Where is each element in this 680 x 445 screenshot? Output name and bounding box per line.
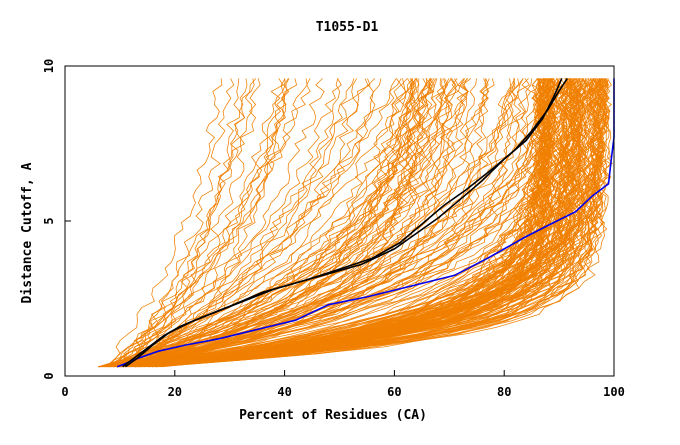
model-curve [134, 78, 432, 368]
model-curve [105, 78, 490, 368]
x-tick-label: 80 [497, 385, 511, 399]
model-curve [100, 78, 420, 368]
model-curve [113, 78, 418, 368]
model-curve [102, 78, 560, 368]
model-curve [132, 78, 371, 368]
model-curve [149, 78, 578, 368]
model-curve [135, 78, 612, 368]
model-curve [108, 78, 435, 368]
model-curve [109, 78, 342, 368]
model-curve [158, 78, 601, 368]
model-curve [97, 78, 602, 368]
model-curve [122, 78, 608, 368]
model-curve [123, 78, 495, 368]
model-curve [139, 78, 477, 368]
model-curve [119, 78, 594, 368]
y-axis-ticks: 0 5 10 [42, 59, 71, 380]
model-curve [134, 78, 432, 368]
model-curve [135, 78, 450, 368]
model-curve [113, 78, 590, 368]
model-curve [104, 78, 551, 368]
model-curve [108, 78, 579, 368]
series-line-2 [124, 77, 568, 368]
y-tick-label: 5 [42, 217, 56, 224]
model-curve [106, 78, 417, 368]
model-curve [121, 78, 290, 367]
model-curve [105, 78, 358, 368]
model-curve [132, 78, 420, 368]
model-curve [119, 78, 432, 368]
model-curve [132, 78, 472, 368]
model-curve [114, 78, 341, 368]
x-tick-label: 0 [61, 385, 68, 399]
model-curve [118, 78, 530, 368]
y-tick-label: 10 [42, 59, 56, 73]
model-curve [98, 78, 376, 368]
model-curve [131, 78, 568, 368]
model-curve [140, 78, 369, 367]
model-curve [107, 78, 565, 368]
model-curve [104, 78, 588, 368]
x-tick-label: 100 [603, 385, 625, 399]
model-curve [119, 78, 286, 367]
model-curve [129, 78, 438, 368]
model-curve [126, 78, 248, 367]
chart-title: T1055-D1 [316, 20, 379, 35]
x-tick-label: 60 [387, 385, 401, 399]
model-curve [139, 78, 557, 368]
model-curve [114, 78, 257, 367]
model-curve [152, 78, 613, 368]
x-tick-label: 20 [168, 385, 182, 399]
model-curve [130, 78, 543, 368]
model-curve [117, 78, 311, 367]
model-curve [137, 78, 512, 368]
model-curve [136, 78, 591, 368]
model-curve [122, 78, 446, 368]
model-curve [106, 78, 223, 367]
model-curve [122, 78, 603, 368]
model-curve [151, 78, 603, 368]
model-curve [118, 78, 557, 368]
model-curve [130, 78, 555, 368]
model-curve [110, 78, 547, 368]
model-curve [129, 78, 382, 368]
model-curve [112, 78, 595, 368]
model-curve [113, 78, 284, 367]
model-curve [119, 78, 241, 368]
model-curve [148, 78, 579, 368]
x-tick-label: 40 [277, 385, 291, 399]
x-axis-ticks: 0 20 40 60 80 100 [61, 370, 625, 399]
y-axis-label: Distance Cutoff, A [20, 162, 35, 303]
model-curve [129, 78, 290, 368]
x-axis-label: Percent of Residues (CA) [239, 408, 427, 423]
highlighted-series [116, 77, 615, 368]
model-curve [155, 78, 607, 368]
model-curve [113, 78, 402, 368]
model-curve [104, 78, 542, 368]
model-curve [134, 78, 355, 368]
model-curves [97, 78, 613, 368]
model-curve [99, 78, 599, 368]
model-curve [123, 78, 556, 368]
model-curve [108, 78, 308, 367]
model-curve [118, 78, 417, 368]
model-curve [141, 78, 548, 368]
model-curve [118, 78, 449, 368]
model-curve [139, 78, 446, 368]
series-line-0 [116, 78, 615, 368]
model-curve [108, 78, 524, 368]
y-tick-label: 0 [42, 372, 56, 379]
model-curve [157, 78, 554, 368]
model-curve [111, 78, 412, 368]
model-curve [131, 78, 557, 368]
model-curve [120, 78, 235, 367]
model-curve [133, 78, 532, 368]
model-curve [104, 78, 261, 368]
model-curve [100, 78, 569, 368]
model-curve [119, 78, 549, 368]
